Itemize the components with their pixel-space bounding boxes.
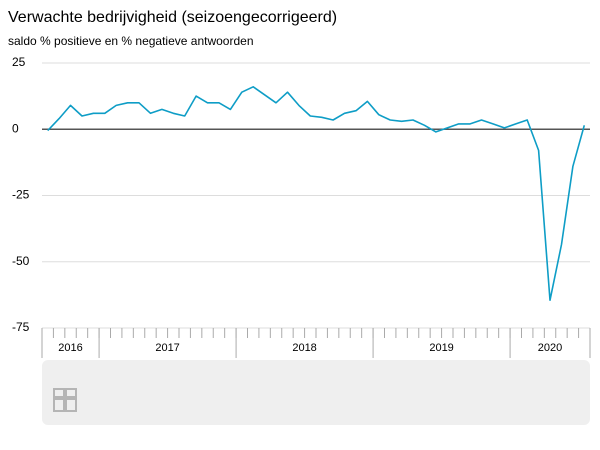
year-label: 2019 xyxy=(429,342,453,354)
footer-panel xyxy=(42,360,590,425)
y-tick-label: -75 xyxy=(12,320,30,334)
logo xyxy=(53,388,77,412)
data-line xyxy=(47,86,586,301)
year-label: 2020 xyxy=(538,342,562,354)
y-tick-label: -50 xyxy=(12,254,30,268)
chart-subtitle: saldo % positieve en % negatieve antwoor… xyxy=(8,34,254,48)
y-tick-label: 25 xyxy=(12,55,26,69)
chart-title: Verwachte bedrijvigheid (seizoengecorrig… xyxy=(8,9,337,26)
y-tick-label: -25 xyxy=(12,188,30,202)
y-tick-label: 0 xyxy=(12,121,19,135)
year-label: 2017 xyxy=(155,342,179,354)
year-label: 2016 xyxy=(58,342,82,354)
year-label: 2018 xyxy=(292,342,316,354)
